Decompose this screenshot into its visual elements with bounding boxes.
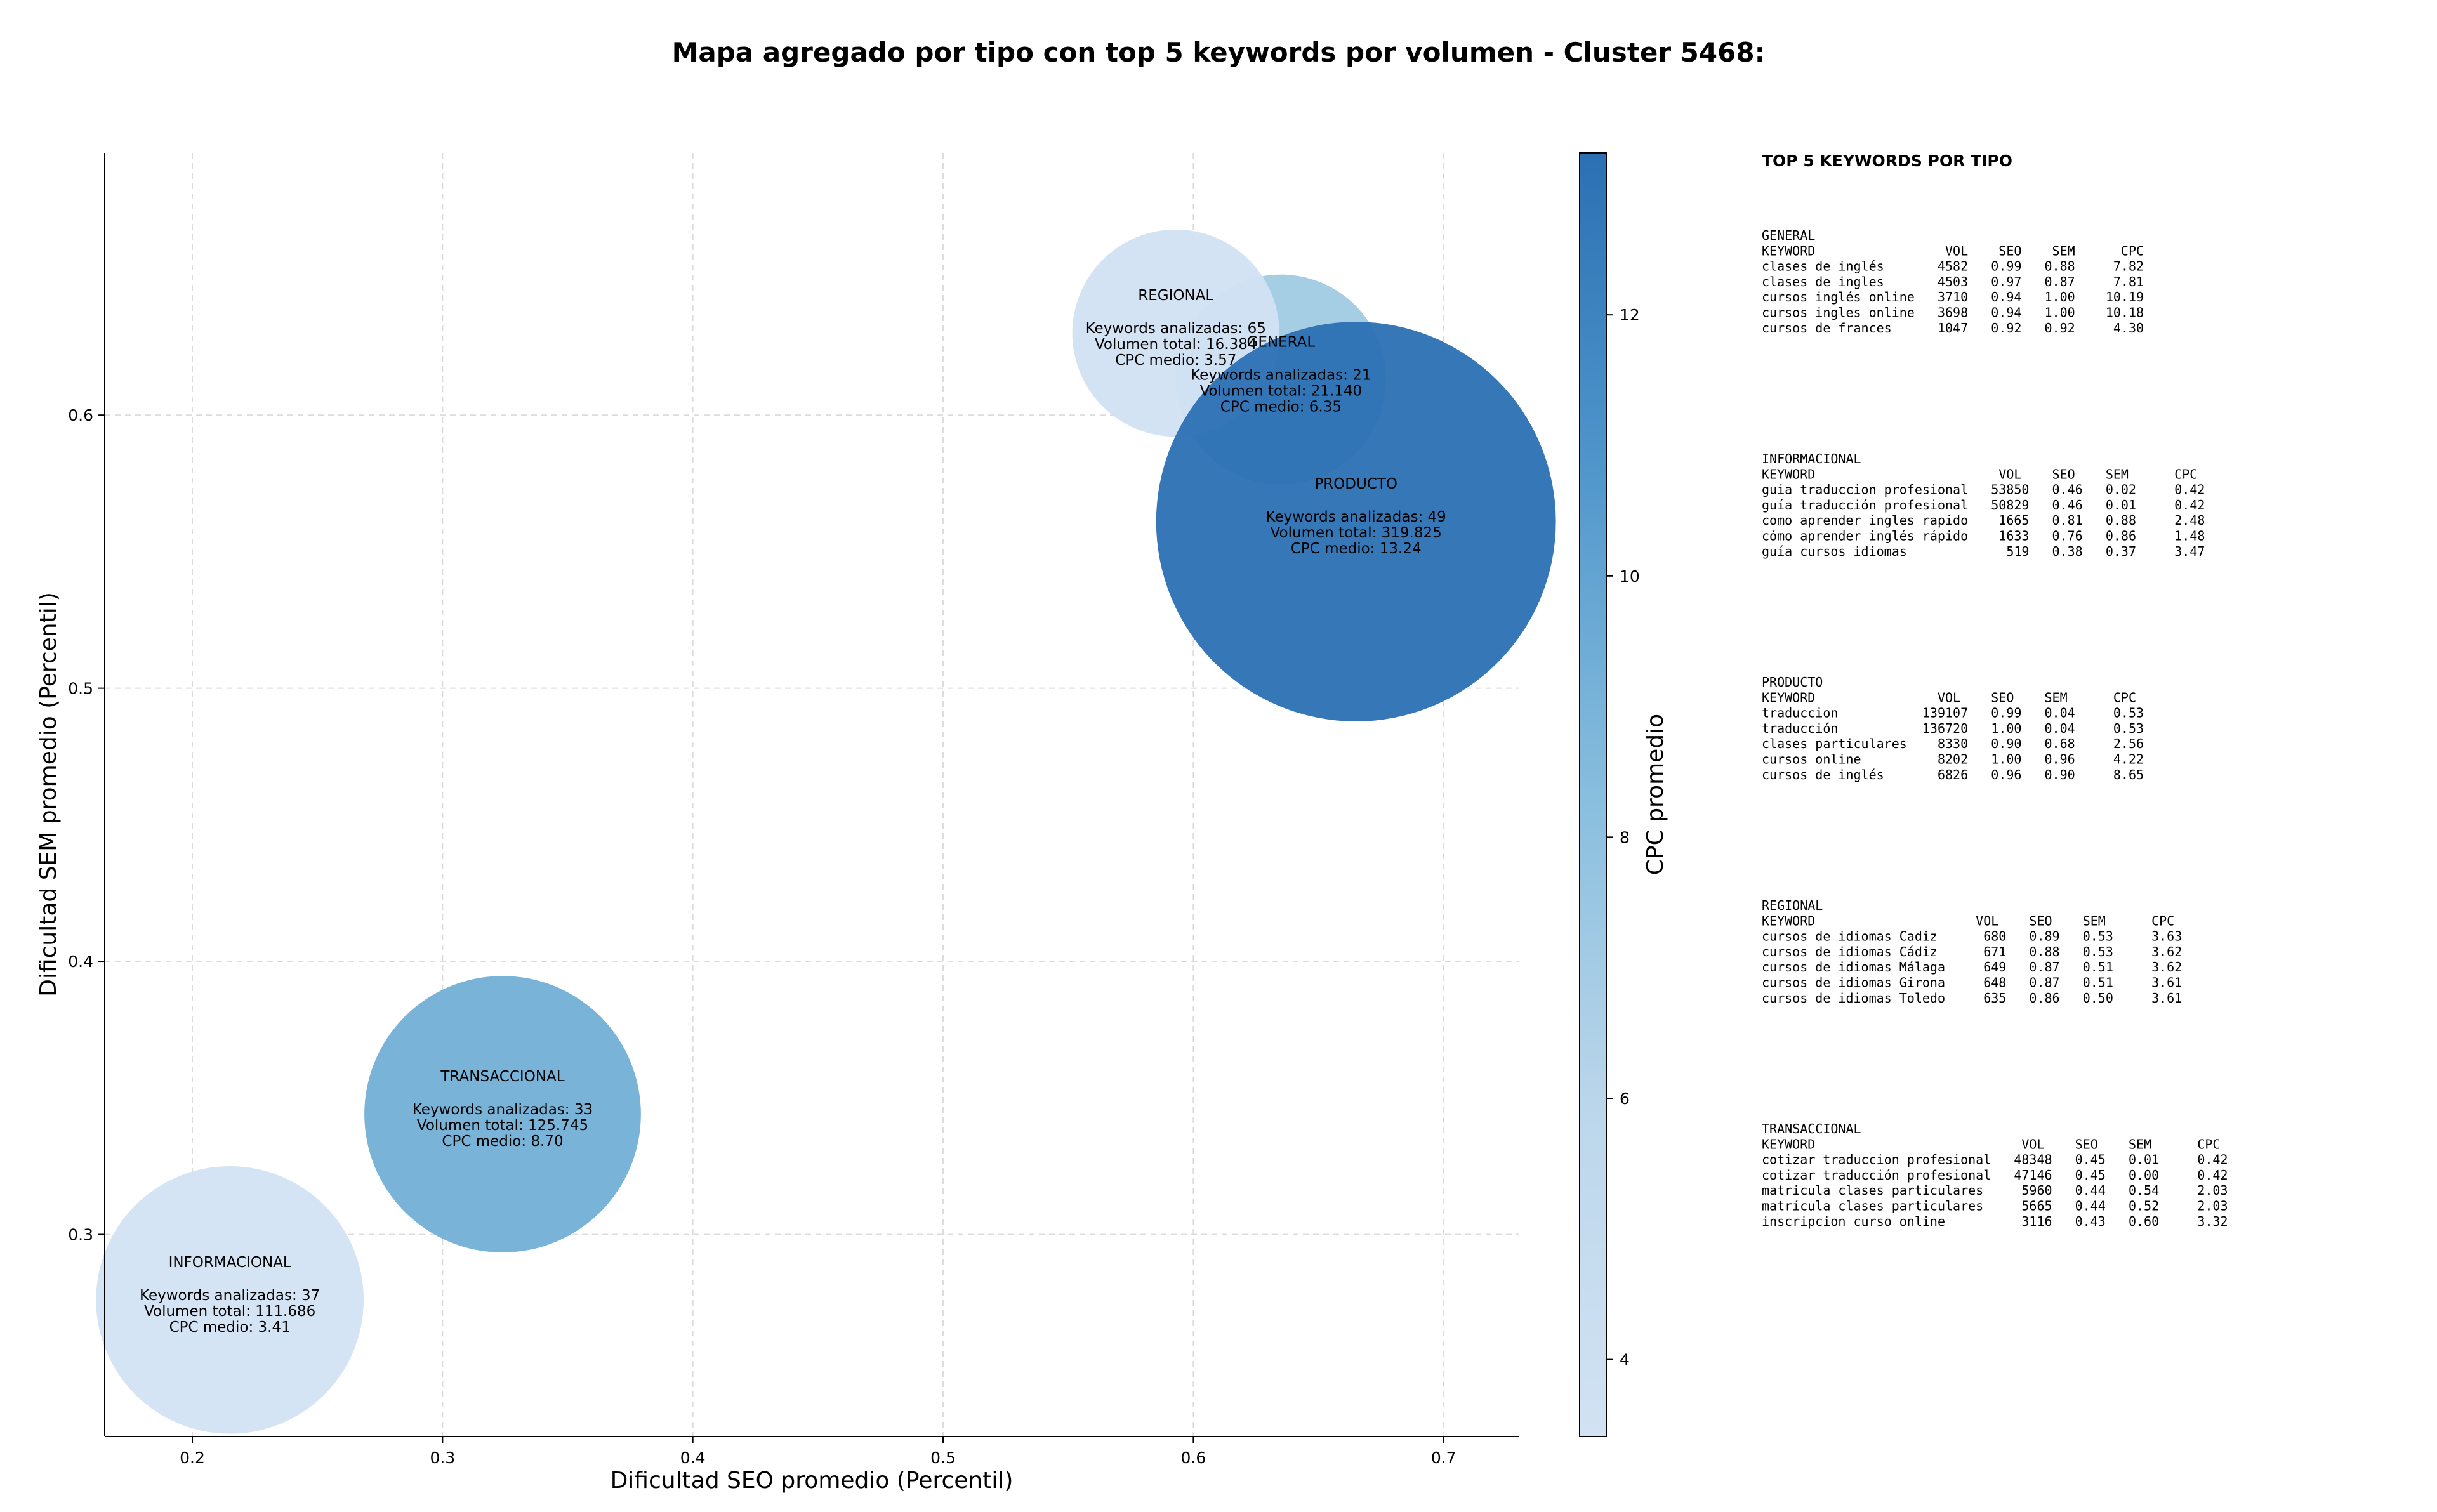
panel-heading: TOP 5 KEYWORDS POR TIPO	[1762, 152, 2012, 170]
y-tick-label: 0.3	[68, 1225, 93, 1244]
y-axis-label: Dificultad SEM promedio (Percentil)	[36, 592, 62, 997]
panel-group-title: INFORMACIONAL	[1762, 451, 1861, 466]
bubble-label-detail: Keywords analizadas: 37	[140, 1287, 320, 1304]
panel-table-row: guía traducción profesional 50829 0.46 0…	[1762, 497, 2205, 513]
panel-table-row: guía cursos idiomas 519 0.38 0.37 3.47	[1762, 544, 2205, 559]
panel-table-header: KEYWORD VOL SEO SEM CPC	[1762, 690, 2136, 705]
panel-group-title: TRANSACCIONAL	[1762, 1121, 1861, 1136]
bubble-transaccional	[364, 976, 641, 1252]
bubble-label-name: TRANSACCIONAL	[440, 1068, 564, 1085]
y-tick-label: 0.5	[68, 680, 93, 698]
colorbar-tick-label: 12	[1620, 306, 1640, 324]
panel-table-row: cursos de idiomas Cadiz 680 0.89 0.53 3.…	[1762, 929, 2182, 944]
bubble-label-detail: Keywords analizadas: 21	[1191, 367, 1371, 383]
x-tick-label: 0.3	[430, 1449, 455, 1467]
bubble-informacional	[96, 1166, 364, 1434]
bubble-label-detail: CPC medio: 3.57	[1115, 352, 1236, 369]
chart-title: Mapa agregado por tipo con top 5 keyword…	[672, 37, 1766, 68]
colorbar-tick-label: 8	[1620, 828, 1630, 846]
bubble-producto	[1156, 322, 1556, 721]
panel-table-row: clases particulares 8330 0.90 0.68 2.56	[1762, 736, 2144, 751]
panel-table-row: como aprender ingles rapido 1665 0.81 0.…	[1762, 513, 2205, 528]
panel-table-row: cursos de idiomas Málaga 649 0.87 0.51 3…	[1762, 959, 2182, 975]
colorbar-tick-label: 6	[1620, 1089, 1630, 1108]
x-tick-label: 0.2	[180, 1449, 205, 1467]
panel-table-row: cursos de idiomas Toledo 635 0.86 0.50 3…	[1762, 990, 2182, 1006]
panel-table-row: inscripcion curso online 3116 0.43 0.60 …	[1762, 1214, 2228, 1229]
bubble-label-detail: Volumen total: 125.745	[417, 1117, 588, 1134]
panel-table-row: clases de ingles 4503 0.97 0.87 7.81	[1762, 274, 2144, 289]
bubble-label-name: PRODUCTO	[1314, 476, 1397, 492]
axes	[104, 153, 1519, 1437]
x-tick-label: 0.7	[1431, 1449, 1456, 1467]
colorbar-gradient	[1579, 152, 1607, 1437]
colorbar: 4 6 8 10 12 CPC promedio	[1579, 152, 1668, 1437]
bubble-label-detail: Volumen total: 21.140	[1200, 383, 1363, 399]
colorbar-tick-label: 4	[1620, 1351, 1630, 1369]
bubble-label-detail: Volumen total: 319.825	[1271, 525, 1442, 541]
panel-table-row: cursos inglés online 3710 0.94 1.00 10.1…	[1762, 289, 2144, 305]
bubble-label-name: REGIONAL	[1138, 287, 1213, 304]
x-tick-label: 0.6	[1180, 1449, 1206, 1467]
panel-table-row: guia traduccion profesional 53850 0.46 0…	[1762, 482, 2205, 497]
y-tick-label: 0.6	[68, 406, 93, 424]
panel-table-row: matrícula clases particulares 5665 0.44 …	[1762, 1199, 2228, 1214]
x-axis-label: Dificultad SEO promedio (Percentil)	[611, 1468, 1014, 1494]
panel-table-row: cómo aprender inglés rápido 1633 0.76 0.…	[1762, 529, 2205, 544]
bubble-label-detail: CPC medio: 3.41	[169, 1319, 291, 1336]
panel-table-row: cotizar traduccion profesional 48348 0.4…	[1762, 1152, 2228, 1167]
bubble-label-detail: CPC medio: 6.35	[1220, 398, 1342, 415]
panel-group-title: REGIONAL	[1762, 898, 1823, 913]
panel-table-row: traducción 136720 1.00 0.04 0.53	[1762, 721, 2144, 736]
y-tick-label: 0.4	[68, 952, 93, 971]
colorbar-tick-label: 10	[1620, 567, 1640, 586]
bubble-label-detail: Volumen total: 16.384	[1095, 336, 1257, 353]
ticks: 0.2 0.3 0.4 0.5 0.6 0.7 0.3 0.4 0.5 0.6	[68, 406, 1456, 1467]
panel-table-row: cursos ingles online 3698 0.94 1.00 10.1…	[1762, 305, 2144, 320]
panel-table-row: cursos de inglés 6826 0.96 0.90 8.65	[1762, 767, 2144, 782]
colorbar-label: CPC promedio	[1642, 714, 1668, 875]
panel-table-row: matricula clases particulares 5960 0.44 …	[1762, 1183, 2228, 1198]
panel-group-title: GENERAL	[1762, 228, 1815, 243]
panel-table-header: KEYWORD VOL SEO SEM CPC	[1762, 1136, 2220, 1152]
x-tick-label: 0.5	[930, 1449, 956, 1467]
bubble-label-detail: CPC medio: 13.24	[1291, 541, 1422, 557]
panel-table-row: cursos de idiomas Girona 648 0.87 0.51 3…	[1762, 975, 2182, 990]
bubble-label-detail: Volumen total: 111.686	[144, 1303, 315, 1320]
x-tick-label: 0.4	[680, 1449, 706, 1467]
bubble-label-detail: Keywords analizadas: 65	[1086, 320, 1266, 337]
panel-table-row: cotizar traducción profesional 47146 0.4…	[1762, 1167, 2228, 1183]
bubble-label-detail: Keywords analizadas: 33	[413, 1101, 593, 1118]
grid	[105, 153, 1519, 1436]
bubble-label-name: GENERAL	[1247, 334, 1316, 350]
panel-table-row: cursos de frances 1047 0.92 0.92 4.30	[1762, 320, 2144, 336]
panel-table-header: KEYWORD VOL SEO SEM CPC	[1762, 466, 2197, 482]
panel-table-row: cursos online 8202 1.00 0.96 4.22	[1762, 752, 2144, 767]
panel-table-row: cursos de idiomas Cádiz 671 0.88 0.53 3.…	[1762, 944, 2182, 959]
bubble-label-detail: Keywords analizadas: 49	[1266, 509, 1446, 525]
panel-table-header: KEYWORD VOL SEO SEM CPC	[1762, 913, 2174, 928]
panel-group-title: PRODUCTO	[1762, 674, 1823, 690]
bubble-label-detail: CPC medio: 8.70	[442, 1133, 563, 1150]
panel-table-row: clases de inglés 4582 0.99 0.88 7.82	[1762, 259, 2144, 274]
panel-table-row: traduccion 139107 0.99 0.04 0.53	[1762, 706, 2144, 721]
bubble-label-name: INFORMACIONAL	[169, 1254, 291, 1271]
panel-table-header: KEYWORD VOL SEO SEM CPC	[1762, 243, 2144, 258]
